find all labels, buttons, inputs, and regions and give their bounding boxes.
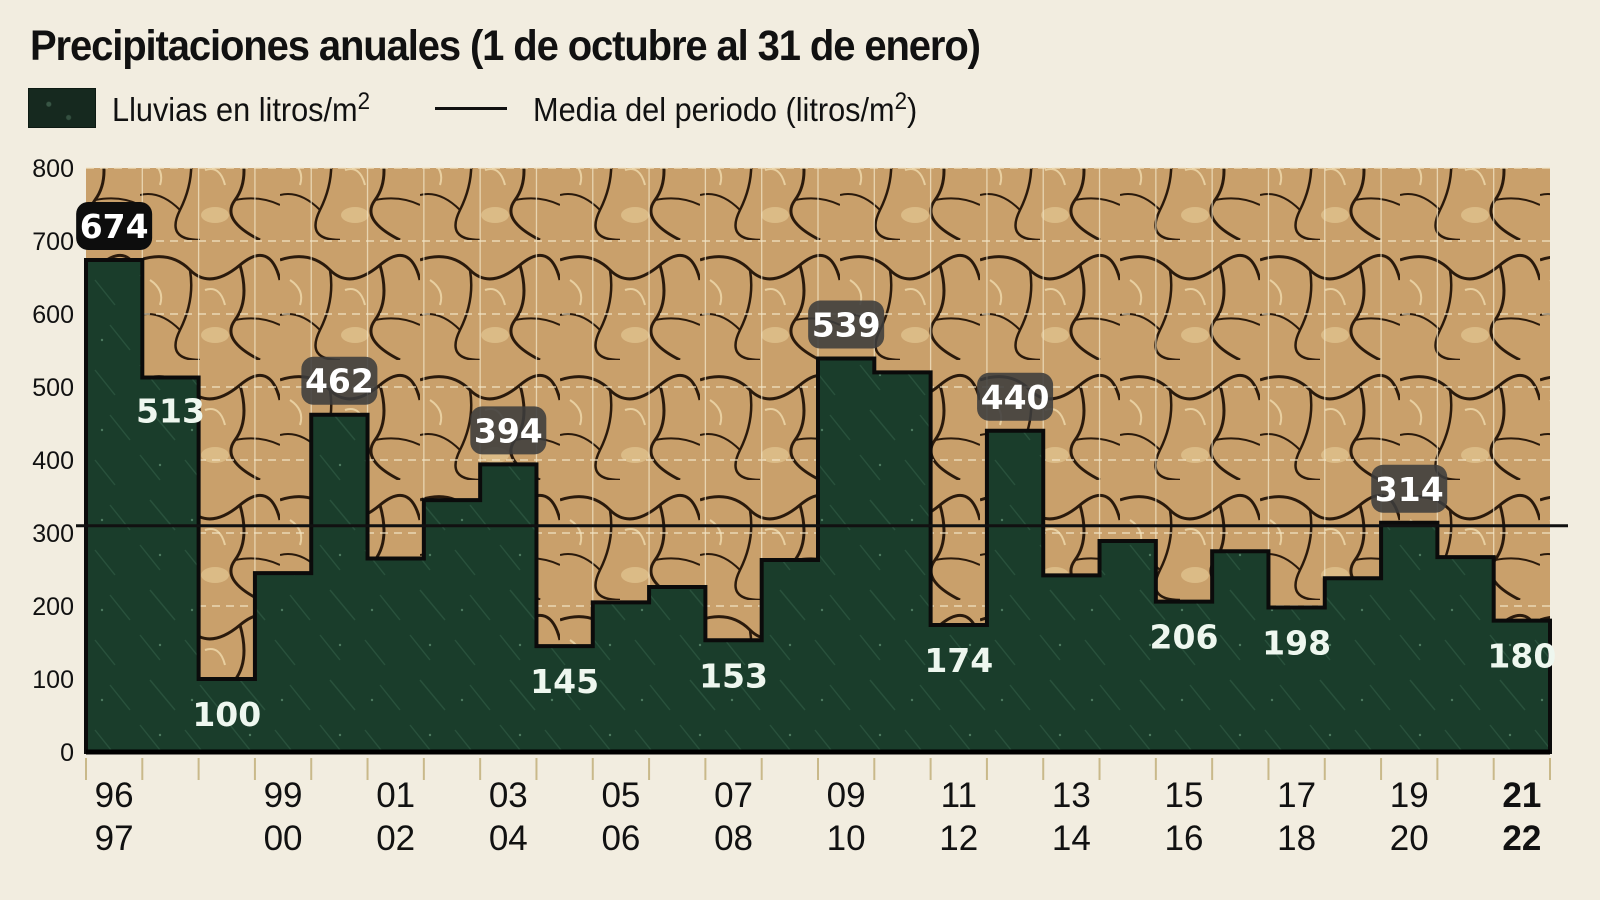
y-tick-label: 800: [32, 155, 74, 183]
value-label-box: [76, 201, 153, 250]
value-label: 180: [1487, 637, 1556, 676]
value-label: 539: [812, 306, 881, 345]
value-label: 674: [80, 207, 149, 246]
chart-legend: Lluvias en litros/m2 Media del periodo (…: [28, 86, 947, 130]
plot-area: 0 100 200 300 400 500 600 700 800 96 97 99 00 01 02 03 0…: [32, 155, 1568, 858]
x-tick-label-top: 09: [827, 776, 866, 815]
x-tick-label-bottom: 12: [939, 819, 978, 858]
value-label: 100: [192, 695, 261, 734]
value-label: 145: [530, 662, 599, 701]
x-tick-label-top: 05: [601, 776, 640, 815]
value-label: 394: [474, 411, 543, 450]
x-tick-label-top: 11: [941, 776, 977, 815]
value-label: 440: [981, 378, 1050, 417]
value-label: 198: [1262, 623, 1331, 662]
legend-bars-label: Lluvias en litros/m2: [112, 88, 370, 129]
x-tick-label-top: 19: [1390, 776, 1429, 815]
value-label-box: [808, 300, 885, 349]
x-tick-label-top: 07: [714, 776, 753, 815]
x-tick-label-bottom: 02: [376, 819, 415, 858]
value-label: 513: [136, 392, 205, 431]
y-tick-label: 100: [32, 666, 74, 694]
x-tick-label-bottom: 00: [264, 819, 303, 858]
legend-bars-text: Lluvias en litros/m: [112, 90, 358, 128]
x-tick-label-top: 21: [1502, 776, 1541, 815]
value-label: 462: [305, 362, 374, 401]
y-tick-label: 500: [32, 374, 74, 402]
legend-bars-sup: 2: [357, 87, 371, 115]
legend-line-label: Media del periodo (litros/m2): [533, 88, 917, 129]
x-tick-label-top: 17: [1277, 776, 1316, 815]
mean-line-swatch-icon: [435, 106, 508, 110]
x-tick-label-bottom: 20: [1390, 819, 1429, 858]
x-tick-label-bottom: 22: [1502, 819, 1541, 858]
x-tick-label-top: 13: [1052, 776, 1091, 815]
x-tick-label-top: 99: [264, 776, 303, 815]
x-tick-label-top: 15: [1165, 776, 1204, 815]
rainfall-bars: [84, 257, 1552, 754]
x-tick-label-top: 03: [489, 776, 528, 815]
value-label: 314: [1375, 470, 1444, 509]
chart-title: Precipitaciones anuales (1 de octubre al…: [30, 22, 981, 70]
x-tick-label-bottom: 18: [1277, 819, 1316, 858]
value-label-box: [1371, 464, 1448, 513]
y-tick-label: 300: [32, 520, 74, 548]
y-tick-label: 600: [32, 301, 74, 329]
y-tick-label: 700: [32, 228, 74, 256]
x-tick-label-bottom: 97: [95, 819, 134, 858]
x-tick-label-bottom: 08: [714, 819, 753, 858]
y-tick-label: 0: [60, 739, 74, 767]
legend-line-close: ): [907, 90, 918, 128]
x-tick-label-top: 96: [95, 776, 134, 815]
x-tick-label-bottom: 16: [1165, 819, 1204, 858]
value-label-box: [977, 372, 1054, 421]
legend-line-text: Media del periodo (litros/m: [533, 90, 896, 128]
x-tick-label-bottom: 10: [827, 819, 866, 858]
x-tick-label-bottom: 04: [489, 819, 528, 858]
value-label-box: [470, 406, 547, 455]
y-tick-label: 400: [32, 447, 74, 475]
x-tick-label-bottom: 14: [1052, 819, 1091, 858]
value-label: 174: [924, 641, 993, 680]
x-tick-label-bottom: 06: [601, 819, 640, 858]
y-tick-label: 200: [32, 593, 74, 621]
value-label-box: [301, 356, 378, 405]
x-tick-label-top: 01: [376, 776, 415, 815]
legend-line-sup: 2: [895, 87, 908, 115]
value-label: 206: [1150, 618, 1219, 657]
bar-swatch-icon: [28, 88, 96, 128]
value-label: 153: [699, 656, 768, 695]
